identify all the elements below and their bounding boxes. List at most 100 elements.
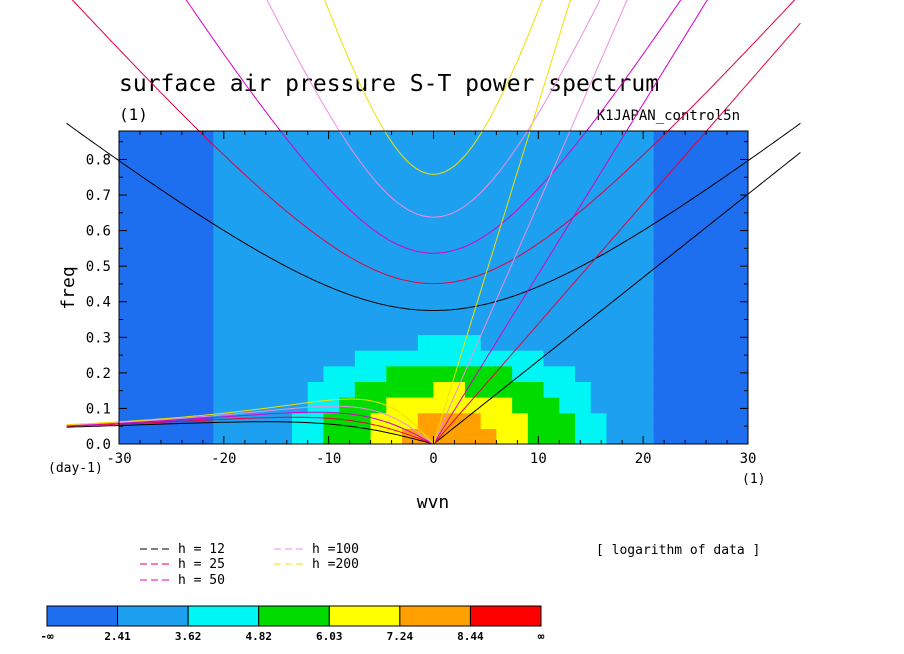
contour-cell [276, 177, 293, 195]
contour-cell [166, 350, 183, 367]
contour-cell [559, 131, 576, 148]
contour-cell [402, 162, 419, 179]
contour-cell [291, 162, 309, 179]
contour-cell [134, 318, 152, 336]
contour-cell [370, 365, 387, 382]
contour-cell [543, 397, 560, 414]
contour-cell [307, 412, 325, 429]
contour-cell [370, 397, 387, 414]
contour-cell [197, 177, 214, 195]
contour-cell [685, 131, 702, 148]
contour-cell [323, 146, 340, 163]
colorbar-label: -∞ [40, 630, 54, 643]
contour-cell [197, 256, 214, 273]
y-tick-label: 0.3 [86, 330, 111, 346]
contour-cell [291, 193, 309, 210]
contour-cell [307, 146, 325, 163]
contour-cell [197, 428, 214, 444]
contour-cell [559, 365, 576, 382]
contour-cell [213, 193, 230, 210]
contour-cell [433, 193, 450, 210]
contour-cell [354, 193, 372, 210]
contour-cell [134, 381, 152, 398]
contour-cell [464, 271, 482, 289]
contour-cell [433, 224, 450, 242]
contour-cell [260, 365, 277, 382]
contour-cell [496, 303, 513, 320]
contour-cell [700, 271, 718, 289]
contour-cell [590, 146, 608, 163]
contour-cell [685, 318, 702, 336]
contour-cell [402, 365, 419, 382]
contour-cell [354, 381, 372, 398]
contour-cell [323, 428, 340, 444]
contour-cell [622, 240, 639, 257]
contour-cell [732, 381, 748, 398]
contour-cell [354, 318, 372, 336]
contour-cell [716, 412, 733, 429]
contour-cell [559, 334, 576, 351]
x-tick-label: -10 [316, 451, 341, 467]
contour-cell [276, 240, 293, 257]
contour-cell [260, 381, 277, 398]
contour-cell [402, 334, 419, 351]
contour-cell [213, 131, 230, 148]
contour-cell [543, 162, 560, 179]
contour-cell [527, 334, 545, 351]
colorbar-segment [117, 605, 189, 627]
contour-cell [685, 381, 702, 398]
contour-cell [354, 334, 372, 351]
contour-cell [354, 350, 372, 367]
contour-cell [339, 412, 356, 429]
contour-cell [229, 209, 246, 226]
contour-cell [323, 350, 340, 367]
contour-cell [700, 381, 718, 398]
contour-cell [229, 287, 246, 304]
contour-cell [606, 350, 623, 367]
colorbar-label: ∞ [538, 630, 545, 643]
contour-cell [307, 209, 325, 226]
colorbar-segment [328, 605, 401, 627]
contour-cell [244, 287, 262, 304]
legend-label: h = 25 [178, 557, 225, 572]
contour-cell [512, 287, 529, 304]
contour-cell [119, 131, 136, 148]
contour-cell [150, 177, 167, 195]
contour-cell [197, 224, 214, 242]
contour-cell [354, 177, 372, 195]
contour-cell [732, 131, 748, 148]
contour-cell [527, 287, 545, 304]
contour-cell [433, 303, 450, 320]
x-tick-label: -30 [106, 451, 131, 467]
contour-cell [433, 146, 450, 163]
contour-cell [402, 271, 419, 289]
contour-cell [229, 350, 246, 367]
y-tick-label: 0.1 [86, 401, 111, 417]
contour-cell [732, 287, 748, 304]
contour-cell [464, 209, 482, 226]
contour-cell [637, 224, 655, 242]
contour-cell [276, 365, 293, 382]
contour-cell [685, 334, 702, 351]
contour-cell [339, 287, 356, 304]
colorbar-label: 7.24 [387, 630, 414, 643]
contour-cell [622, 177, 639, 195]
contour-cell [323, 287, 340, 304]
contour-cell [543, 428, 560, 444]
contour-cell [276, 224, 293, 242]
contour-cell [575, 209, 592, 226]
contour-cell [417, 131, 435, 148]
y-tick-label: 0.5 [86, 259, 111, 275]
contour-cell [276, 287, 293, 304]
contour-cell [134, 224, 152, 242]
y-axis-title: freq [58, 266, 79, 309]
contour-cell [134, 334, 152, 351]
contour-cell [370, 350, 387, 367]
inertia-gravity-curve [185, 0, 682, 254]
kelvin-curve [433, 22, 801, 445]
contour-cell [291, 381, 309, 398]
contour-cell [150, 271, 167, 289]
contour-cell [181, 287, 199, 304]
contour-cell [181, 350, 199, 367]
contour-cell [276, 334, 293, 351]
